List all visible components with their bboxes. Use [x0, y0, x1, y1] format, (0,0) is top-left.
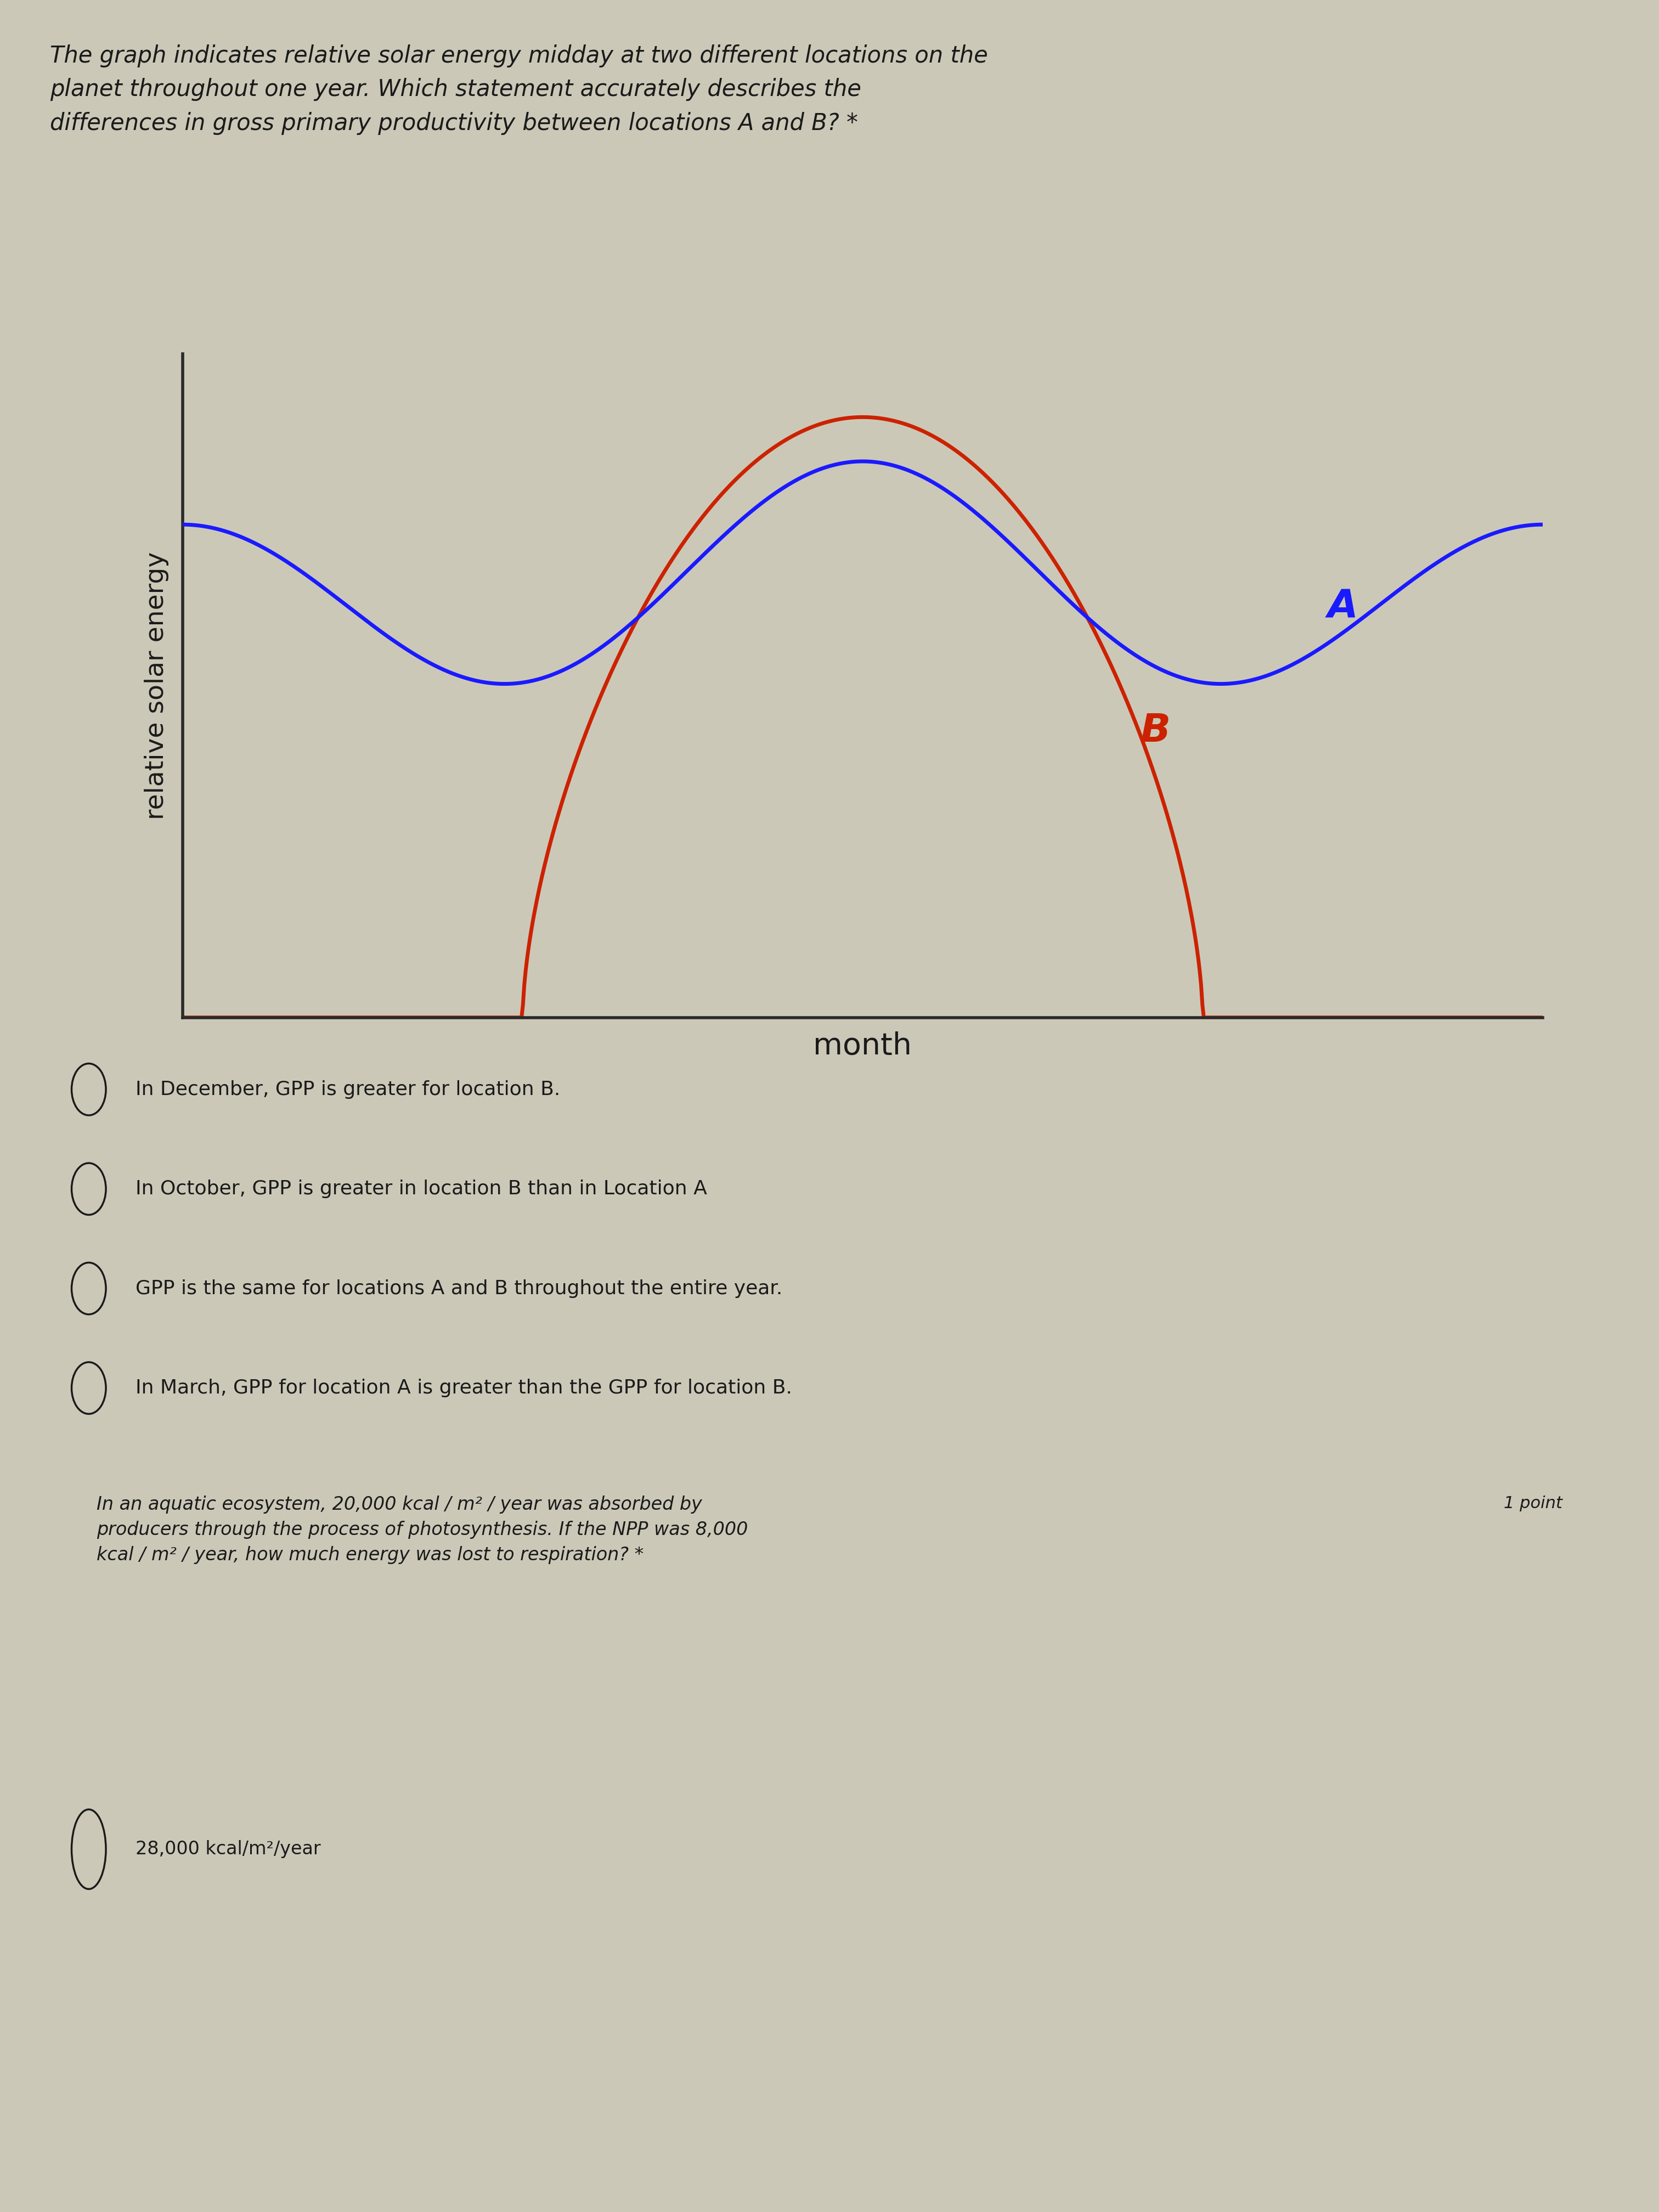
- Text: 28,000 kcal/m²/year: 28,000 kcal/m²/year: [136, 1840, 320, 1858]
- Text: In December, GPP is greater for location B.: In December, GPP is greater for location…: [136, 1079, 561, 1099]
- Text: The graph indicates relative solar energy midday at two different locations on t: The graph indicates relative solar energ…: [50, 44, 987, 135]
- Text: B: B: [1140, 712, 1171, 750]
- Text: In March, GPP for location A is greater than the GPP for location B.: In March, GPP for location A is greater …: [136, 1378, 791, 1398]
- Y-axis label: relative solar energy: relative solar energy: [144, 551, 169, 821]
- Text: A: A: [1327, 588, 1359, 626]
- Text: GPP is the same for locations A and B throughout the entire year.: GPP is the same for locations A and B th…: [136, 1279, 783, 1298]
- Text: In October, GPP is greater in location B than in Location A: In October, GPP is greater in location B…: [136, 1179, 707, 1199]
- Text: In an aquatic ecosystem, 20,000 kcal / m² / year was absorbed by
producers throu: In an aquatic ecosystem, 20,000 kcal / m…: [96, 1495, 748, 1564]
- Text: 1 point: 1 point: [1503, 1495, 1563, 1511]
- X-axis label: month: month: [813, 1031, 912, 1062]
